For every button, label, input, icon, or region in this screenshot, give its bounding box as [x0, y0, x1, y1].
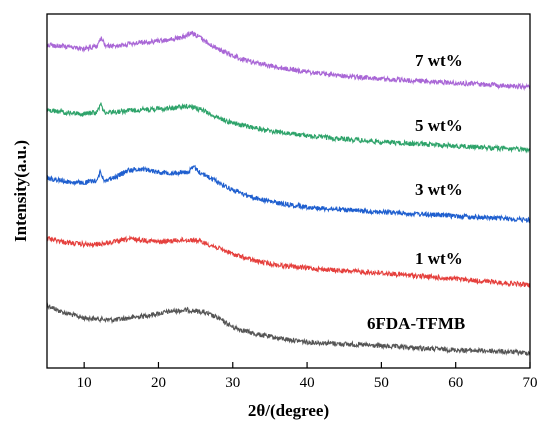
series-label: 7 wt% — [415, 51, 463, 70]
series-label: 1 wt% — [415, 249, 463, 268]
x-axis-ticks: 10 20 30 40 50 60 70 — [77, 362, 538, 391]
x-tick-label: 50 — [374, 375, 389, 391]
series-line-6fda-tfmb — [46, 302, 531, 357]
series-line-5-wt- — [46, 102, 531, 154]
series-traces — [46, 30, 531, 357]
x-tick-label: 20 — [151, 375, 166, 391]
x-tick-label: 60 — [448, 375, 463, 391]
series-label: 3 wt% — [415, 180, 463, 199]
series-line-3-wt- — [46, 164, 531, 224]
plot-frame — [46, 13, 531, 369]
y-axis-title: Intensity(a.u.) — [11, 140, 30, 242]
x-tick-label: 10 — [77, 375, 92, 391]
x-tick-label: 40 — [300, 375, 315, 391]
series-line-1-wt- — [46, 235, 531, 288]
x-tick-label: 70 — [523, 375, 538, 391]
series-labels: 7 wt% 5 wt% 3 wt% 1 wt% 6FDA-TFMB — [367, 51, 465, 333]
series-line-7-wt- — [46, 30, 531, 91]
x-tick-label: 30 — [225, 375, 240, 391]
x-axis-title: 2θ/(degree) — [248, 401, 329, 420]
series-label: 6FDA-TFMB — [367, 314, 465, 333]
series-label: 5 wt% — [415, 116, 463, 135]
